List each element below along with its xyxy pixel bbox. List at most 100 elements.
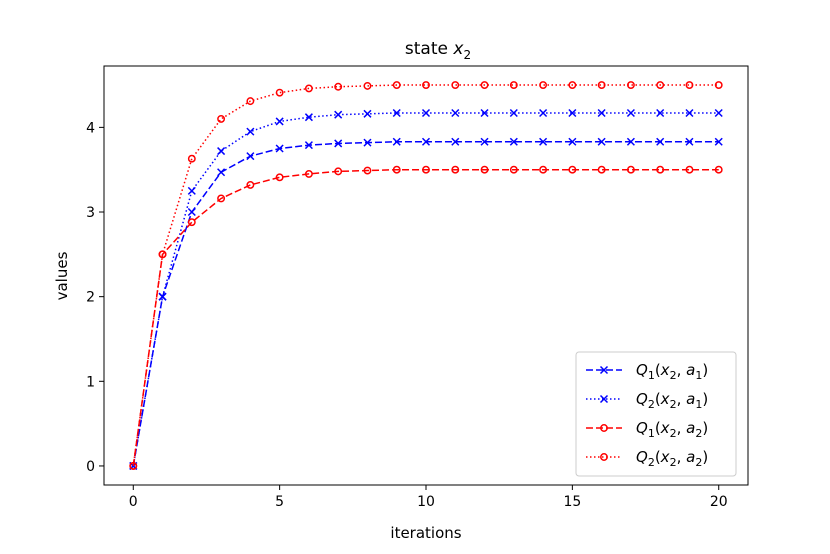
data-point-s1-17 [626, 137, 635, 146]
data-point-s2-9 [392, 108, 401, 118]
x-tick-label-10: 10 [417, 494, 435, 510]
y-tick-label-1: 1 [86, 374, 95, 390]
data-point-s2-15 [568, 108, 577, 118]
legend-marker-2 [599, 394, 609, 404]
chart-title-sub: 2 [463, 48, 471, 62]
data-point-s3-5 [275, 173, 284, 182]
data-point-s3-6 [304, 169, 313, 178]
data-point-s4-9 [392, 81, 401, 89]
data-point-s3-14 [539, 165, 548, 174]
data-point-s1-7 [334, 139, 343, 148]
data-point-s2-18 [656, 108, 665, 118]
data-point-s1-12 [480, 137, 489, 146]
data-point-s2-14 [539, 108, 548, 118]
data-point-s3-10 [422, 165, 430, 174]
data-point-s3-11 [451, 165, 460, 174]
data-point-s4-16 [597, 81, 606, 89]
data-point-s2-7 [334, 110, 343, 119]
legend-marker-1 [599, 365, 609, 375]
data-point-s4-7 [334, 82, 343, 91]
data-point-s2-10 [421, 108, 431, 118]
x-tick-label-5: 5 [275, 494, 284, 510]
data-point-s2-1 [158, 292, 167, 301]
data-point-s2-16 [597, 108, 606, 118]
data-point-s2-8 [363, 109, 372, 118]
data-point-s2-4 [246, 127, 255, 136]
y-axis-label: values [53, 251, 71, 300]
data-point-s3-4 [246, 180, 255, 189]
data-point-s1-20 [714, 137, 723, 146]
x-tick-label-0: 0 [129, 494, 138, 510]
data-point-s1-5 [275, 144, 284, 153]
data-point-s3-18 [656, 165, 665, 174]
data-point-s1-8 [363, 138, 372, 147]
chart-title-main: state [405, 39, 453, 59]
data-point-s4-4 [246, 97, 255, 106]
data-point-s1-14 [539, 137, 548, 146]
data-point-s3-8 [363, 166, 372, 175]
data-point-s4-8 [363, 81, 372, 90]
data-point-s1-13 [509, 137, 518, 146]
data-point-s4-13 [509, 81, 518, 89]
legend: Q1(x2, a1) Q2(x2, a1) Q1(x2, a2) Q2(x2, a2) [575, 351, 737, 477]
data-point-s2-17 [626, 108, 635, 118]
axes: 0 5 10 15 20 0 1 2 3 4 [86, 65, 749, 510]
data-point-s1-18 [656, 137, 665, 146]
data-point-s1-4 [246, 152, 255, 161]
chart-title: state x2 [405, 39, 471, 62]
y-tick-label-4: 4 [86, 120, 95, 136]
data-point-s4-19 [685, 81, 694, 89]
data-point-s2-19 [685, 108, 694, 118]
data-point-s3-20 [714, 165, 723, 174]
data-point-s1-15 [568, 137, 577, 146]
plot-area [129, 81, 723, 470]
legend-entry-2: Q2(x2, a1) [636, 390, 708, 411]
data-point-s3-16 [597, 165, 606, 174]
data-point-s2-2 [187, 186, 196, 195]
x-axis-label: iterations [390, 524, 461, 542]
data-point-s3-9 [392, 165, 401, 174]
data-point-s1-3 [217, 168, 226, 177]
data-point-s2-3 [217, 147, 226, 156]
data-point-s1-10 [421, 137, 431, 146]
data-point-s2-6 [304, 113, 313, 122]
data-point-s3-17 [626, 165, 635, 174]
data-point-s4-0 [129, 462, 138, 470]
legend-entry-3: Q1(x2, a2) [636, 419, 708, 440]
data-point-s1-16 [597, 137, 606, 146]
data-point-s1-19 [685, 137, 694, 146]
x-tick-label-20: 20 [710, 494, 728, 510]
data-point-s4-5 [275, 88, 284, 97]
y-tick-label-3: 3 [86, 205, 95, 221]
data-point-s4-1 [158, 250, 167, 259]
data-point-s3-13 [509, 165, 518, 174]
data-point-s3-12 [480, 165, 489, 174]
data-point-s3-7 [334, 167, 343, 176]
data-point-s4-2 [187, 154, 196, 163]
data-point-s1-9 [392, 137, 401, 146]
data-point-s2-13 [509, 108, 518, 118]
legend-marker-3 [600, 424, 608, 432]
data-point-s4-10 [422, 81, 430, 89]
y-tick-label-0: 0 [86, 459, 95, 475]
data-point-s1-11 [451, 137, 460, 146]
data-point-s4-17 [626, 81, 635, 89]
data-point-s1-2 [187, 207, 196, 217]
data-point-s4-12 [480, 81, 489, 89]
legend-entry-1: Q1(x2, a1) [636, 361, 708, 382]
data-point-s3-15 [568, 165, 577, 174]
data-point-s3-3 [217, 194, 226, 203]
data-point-s3-2 [187, 218, 196, 227]
data-point-s2-11 [451, 108, 460, 118]
chart-title-var: x [452, 39, 464, 59]
data-point-s4-3 [217, 114, 226, 123]
data-point-s2-5 [275, 117, 284, 126]
data-point-s4-14 [539, 81, 548, 89]
legend-box [575, 351, 737, 477]
data-point-s1-6 [304, 141, 313, 150]
y-tick-label-2: 2 [86, 290, 95, 306]
data-point-s2-20 [714, 108, 723, 118]
data-point-s4-18 [656, 81, 665, 89]
data-point-s4-11 [451, 81, 460, 89]
